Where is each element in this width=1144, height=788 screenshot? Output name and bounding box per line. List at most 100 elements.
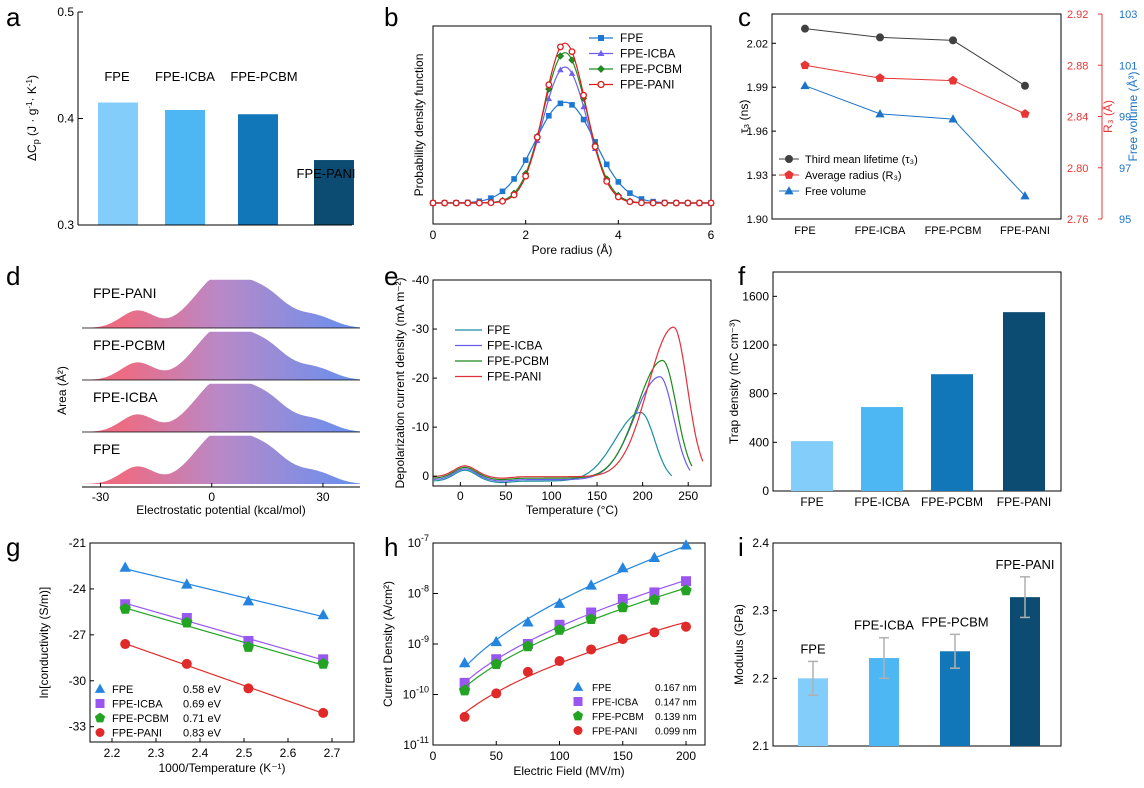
x-axis-label: Electric Field (MV/m) [513, 764, 624, 778]
data-point-fpe-pani [499, 197, 506, 205]
y-axis-label: Trap density (mC cm⁻³) [727, 319, 741, 444]
x-tick-label: -30 [92, 490, 110, 504]
data-point-fpe-pcbm [242, 641, 255, 652]
data-point-fpe [648, 551, 661, 563]
x-tick-label: 100 [541, 489, 561, 503]
series-line-fpe-pcbm [432, 359, 693, 481]
ridge-area-fpe-pani [82, 279, 360, 328]
y-axis-label: ln[conductivity (S/m)] [37, 587, 51, 698]
y-tick-label: -30 [69, 674, 87, 688]
data-point-fpe-pani [681, 621, 692, 632]
bar-fpe [98, 102, 138, 225]
series-line-fpe-pani [432, 326, 704, 479]
data-point-fpe-icba [545, 95, 553, 102]
data-point-fpe-pani [614, 193, 622, 201]
data-point-fpe-pani [568, 48, 576, 56]
data-point-fpe [522, 157, 529, 163]
y-tick-label-right2: 101 [1119, 60, 1137, 72]
data-point-fpe [317, 608, 329, 620]
legend-label: FPE [487, 323, 510, 337]
y-tick-label: -40 [412, 273, 430, 287]
data-point-fpe-pcbm [522, 640, 534, 652]
legend-energy: 0.58 eV [183, 684, 222, 696]
data-point-fpe-pani [586, 644, 597, 655]
legend-energy: 0.71 eV [183, 713, 222, 725]
x-tick-label: 200 [676, 749, 696, 763]
x-tick-label: FPE-ICBA [855, 225, 906, 237]
data-point-fpe-pani [441, 199, 449, 207]
y-tick-label: 1.99 [747, 82, 768, 94]
data-point-fpe-pani [554, 656, 565, 667]
data-point-fpe-pani [522, 666, 533, 677]
y-axis-label-right2: Free volume (Å³) [1125, 71, 1140, 161]
data-point [949, 36, 957, 45]
data-point-fpe-pani [491, 688, 502, 699]
data-point-fpe [680, 539, 692, 550]
legend-marker [95, 728, 105, 737]
data-point-fpe-pani [181, 658, 192, 669]
panel-f-bar-chart: FPE FPE-ICBA FPE-PCBM FPE-PANI 0 400 800 1200 16… [727, 271, 1062, 509]
fit-line-fpe-pani [125, 643, 324, 714]
y-tick-label: 2.02 [747, 38, 768, 50]
legend-marker [597, 49, 605, 57]
data-point [875, 73, 885, 82]
data-point-fpe [488, 195, 494, 201]
y-tick-label: -21 [69, 536, 87, 550]
legend-trap: 0.167 nm [655, 683, 697, 694]
x-tick-label: 250 [678, 489, 698, 503]
series-line-fpe [433, 101, 711, 204]
y-tick-label: 1.90 [747, 214, 768, 226]
y-tick-label: -30 [412, 322, 430, 336]
panel-letter-g: g [6, 532, 20, 562]
legend-marker [94, 712, 106, 723]
y-tick-label: 2.1 [752, 739, 769, 753]
ridge-area-fpe [82, 435, 360, 484]
bar-label: FPE-PANI [297, 166, 356, 181]
y-tick-label: 2.2 [752, 671, 769, 685]
data-point-fpe-pcbm [458, 684, 471, 696]
data-point-fpe-pani [120, 639, 131, 650]
bar-label: FPE-ICBA [854, 618, 914, 633]
legend-marker [573, 697, 583, 706]
data-point-fpe-pcbm [648, 593, 661, 605]
panel-d-ridge-chart: FPE-PANI FPE-PCBM FPE-ICBA FPE -30 0 30 Electro… [54, 279, 360, 517]
legend-marker [784, 170, 794, 179]
x-tick-label: 2.3 [148, 746, 165, 760]
legend-label: FPE-PCBM [592, 712, 644, 723]
data-point [1021, 81, 1029, 90]
fit-line-fpe-icba [125, 602, 324, 661]
y-tick-label: 10-10 [403, 685, 429, 702]
data-point-fpe-pani [487, 199, 495, 207]
data-point-fpe [603, 161, 610, 168]
data-point-fpe [617, 561, 629, 573]
y-tick-label-right1: 2.84 [1067, 112, 1088, 124]
x-tick-label: 150 [587, 489, 607, 503]
x-tick-label: FPE [794, 225, 815, 237]
legend-marker [597, 65, 605, 73]
data-point-fpe-pani [510, 191, 518, 199]
legend-trap: 0.099 nm [655, 727, 697, 738]
bar-fpe-icba [165, 109, 205, 225]
data-point-fpe-pani [695, 199, 703, 207]
y-tick-label: 10-11 [403, 735, 429, 752]
legend-label: Average radius (R₃) [805, 170, 902, 182]
panel-letter-i: i [738, 532, 744, 562]
y-tick-label: 1600 [742, 289, 769, 303]
data-point-fpe [546, 113, 552, 119]
x-tick-label: 150 [613, 749, 633, 763]
x-tick-label: 50 [499, 489, 513, 503]
legend-trap: 0.147 nm [655, 698, 697, 709]
data-point-fpe [511, 176, 517, 182]
legend-marker [597, 80, 605, 89]
bar-label: FPE [800, 641, 826, 656]
legend-label: FPE-ICBA [487, 339, 542, 353]
data-point-fpe-pani [638, 199, 645, 207]
x-tick-label: 2.6 [280, 746, 297, 760]
x-axis-label: 1000/Temperature (K⁻¹) [158, 761, 285, 775]
y-axis-label-right1: R₃ (Å) [1100, 100, 1115, 133]
data-point-fpe-pani [580, 91, 588, 99]
data-point-fpe-pani [603, 177, 611, 185]
y-tick-label: 2.3 [752, 604, 769, 618]
y-tick-label-right2: 99 [1119, 112, 1131, 124]
